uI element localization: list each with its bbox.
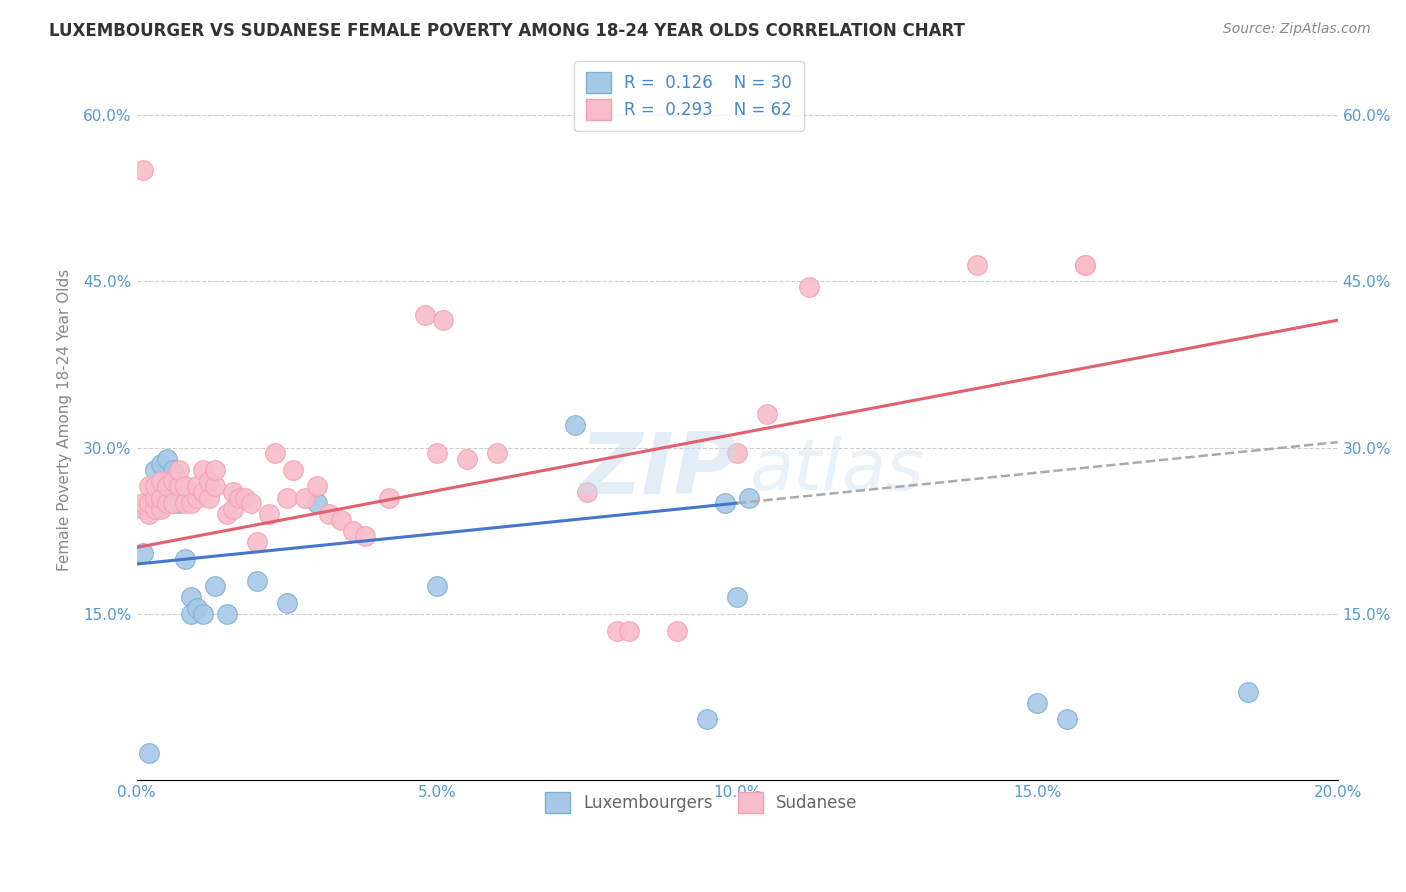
Point (156, 479, 179, 493)
Point (162, 496, 184, 510)
Point (186, 479, 208, 493)
Text: atlas: atlas (749, 436, 924, 505)
Point (329, 513, 352, 527)
Point (353, 529, 375, 543)
Text: ZIP: ZIP (579, 429, 737, 512)
Point (276, 596, 298, 610)
Point (162, 474, 184, 488)
Point (233, 491, 256, 505)
Point (725, 446, 748, 460)
Point (167, 463, 190, 477)
Point (1056, 712, 1078, 726)
Point (1074, 258, 1097, 272)
Point (149, 501, 172, 516)
Point (257, 507, 280, 521)
Point (456, 451, 478, 466)
Point (215, 507, 238, 521)
Point (138, 496, 160, 510)
Point (173, 496, 195, 510)
Point (222, 501, 245, 516)
Point (167, 479, 190, 493)
Point (305, 479, 328, 493)
Point (204, 463, 226, 477)
Point (246, 535, 269, 549)
Point (138, 746, 160, 760)
Point (180, 496, 202, 510)
Point (426, 579, 449, 593)
Point (666, 624, 689, 638)
Point (143, 501, 166, 516)
Point (156, 451, 179, 466)
Point (294, 491, 316, 505)
Point (197, 491, 219, 505)
Point (149, 491, 172, 505)
Point (180, 607, 202, 621)
Point (186, 601, 208, 615)
Point (1026, 696, 1049, 710)
Point (156, 479, 179, 493)
Point (228, 491, 250, 505)
Point (576, 485, 599, 500)
Point (143, 479, 166, 493)
Point (138, 507, 160, 521)
Point (276, 491, 298, 505)
Point (305, 496, 328, 510)
Point (191, 463, 214, 477)
Point (180, 591, 202, 605)
Point (215, 607, 238, 621)
Point (342, 524, 364, 538)
Point (197, 474, 219, 488)
Point (143, 501, 166, 516)
Point (191, 485, 214, 500)
Point (246, 574, 269, 588)
Point (738, 491, 761, 505)
Legend: Luxembourgers, Sudanese: Luxembourgers, Sudanese (531, 779, 870, 826)
Point (281, 463, 304, 477)
Point (131, 496, 153, 510)
Point (131, 501, 153, 516)
Point (426, 446, 449, 460)
Point (617, 624, 640, 638)
Y-axis label: Female Poverty Among 18-24 Year Olds: Female Poverty Among 18-24 Year Olds (58, 268, 72, 571)
Point (204, 579, 226, 593)
Text: Source: ZipAtlas.com: Source: ZipAtlas.com (1223, 22, 1371, 37)
Point (1074, 258, 1097, 272)
Point (186, 491, 208, 505)
Point (162, 496, 184, 510)
Point (432, 313, 454, 327)
Point (725, 591, 748, 605)
Point (162, 463, 184, 477)
Text: LUXEMBOURGER VS SUDANESE FEMALE POVERTY AMONG 18-24 YEAR OLDS CORRELATION CHART: LUXEMBOURGER VS SUDANESE FEMALE POVERTY … (49, 22, 965, 40)
Point (222, 485, 245, 500)
Point (173, 551, 195, 566)
Point (191, 607, 214, 621)
Point (966, 258, 988, 272)
Point (167, 496, 190, 510)
Point (138, 479, 160, 493)
Point (485, 446, 508, 460)
Point (378, 491, 401, 505)
Point (318, 507, 340, 521)
Point (167, 479, 190, 493)
Point (143, 463, 166, 477)
Point (1236, 684, 1258, 698)
Point (756, 408, 779, 422)
Point (131, 546, 153, 560)
Point (606, 624, 628, 638)
Point (799, 280, 821, 294)
Point (149, 458, 172, 472)
Point (173, 479, 195, 493)
Point (413, 308, 436, 322)
Point (263, 446, 285, 460)
Point (143, 491, 166, 505)
Point (564, 418, 586, 433)
Point (714, 496, 737, 510)
Point (696, 712, 718, 726)
Point (149, 474, 172, 488)
Point (239, 496, 262, 510)
Point (156, 496, 179, 510)
Point (131, 163, 153, 178)
Point (204, 479, 226, 493)
